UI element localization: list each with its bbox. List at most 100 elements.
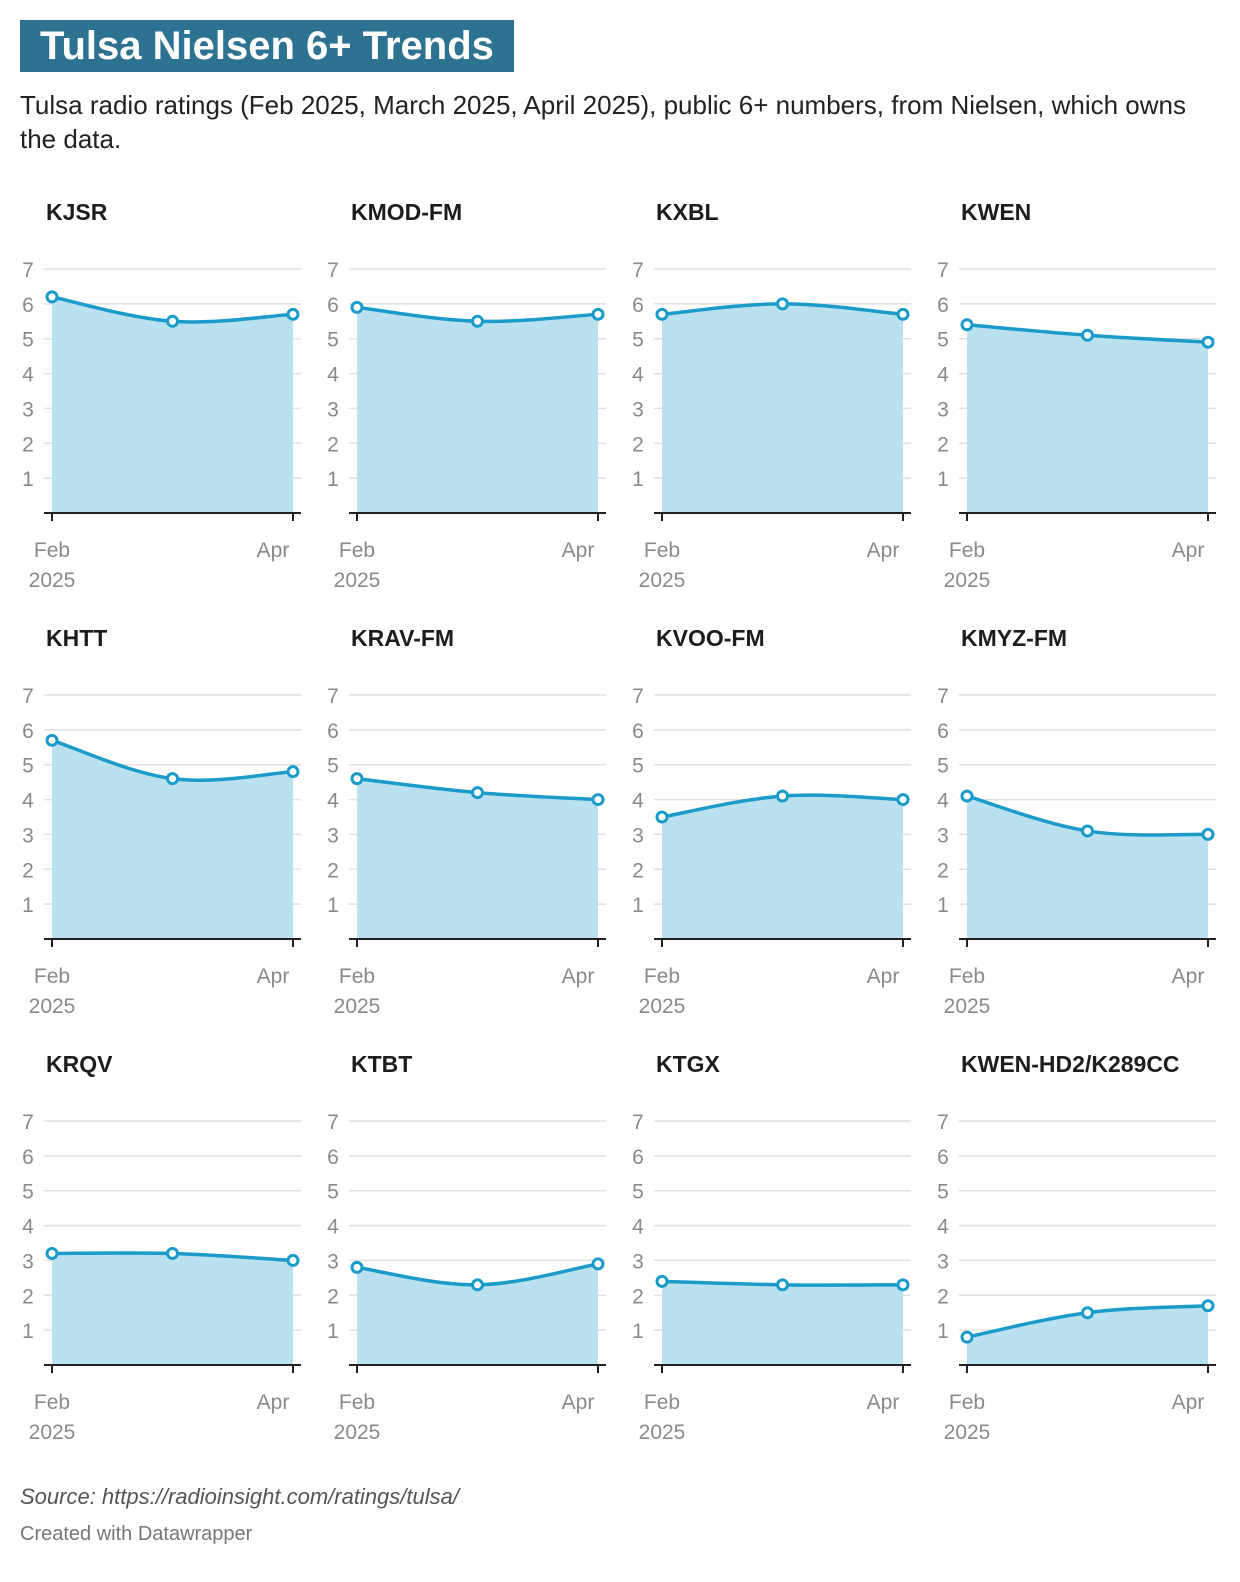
y-tick-label: 7 [327,259,339,282]
data-point-1 [655,307,669,321]
data-point-3 [591,307,605,321]
y-tick-label: 6 [632,720,644,743]
chart-title: KRQV [46,1051,113,1077]
y-tick-label: 3 [632,824,644,847]
data-point-3 [896,793,910,807]
data-point-1 [45,733,59,747]
page-subtitle: Tulsa radio ratings (Feb 2025, March 202… [20,90,1187,154]
y-tick-label: 4 [632,364,644,387]
y-tick-label: 4 [937,364,949,387]
y-tick-label: 6 [22,1146,34,1169]
small-chart-7: KVOO-FM 1 2 3 4 5 6 7 Feb 2025 Apr [632,625,911,1018]
data-point-1 [960,318,974,332]
y-tick-label: 3 [327,398,339,421]
x-tick-label-year: 2025 [944,995,991,1018]
data-point-1 [960,1330,974,1344]
data-point-2 [776,297,789,311]
series-area [662,303,903,513]
small-chart-3: KXBL 1 2 3 4 5 6 7 Feb 2025 Apr [632,199,911,592]
small-chart-4: KWEN 1 2 3 4 5 6 7 Feb 2025 Apr [937,199,1216,592]
y-tick-label: 6 [632,1146,644,1169]
y-tick-label: 7 [937,259,949,282]
data-point-2 [166,314,179,328]
x-tick-label-year: 2025 [639,569,686,592]
y-tick-label: 5 [22,1181,34,1204]
y-tick-label: 4 [632,790,644,813]
x-tick-label: Apr [257,539,290,562]
y-tick-label: 6 [937,294,949,317]
y-tick-label: 5 [632,755,644,778]
x-tick-label: Apr [867,539,900,562]
y-tick-label: 7 [937,1111,949,1134]
x-tick-label-year: 2025 [334,1421,381,1444]
y-tick-label: 2 [937,859,949,882]
data-point-3 [286,307,300,321]
x-tick-label: Feb [644,539,680,562]
y-tick-label: 6 [632,294,644,317]
y-tick-label: 7 [22,259,34,282]
data-point-3 [1201,1299,1215,1313]
data-point-1 [350,1260,364,1274]
small-chart-9: KRQV 1 2 3 4 5 6 7 Feb 2025 Apr [22,1051,301,1444]
data-point-3 [1201,827,1215,841]
data-point-1 [960,789,974,803]
y-tick-label: 3 [937,1250,949,1273]
y-tick-label: 2 [632,433,644,456]
chart-title: KTBT [351,1051,412,1077]
y-tick-label: 2 [632,1285,644,1308]
series-area [662,1281,903,1365]
y-tick-label: 7 [632,1111,644,1134]
data-point-3 [1201,335,1215,349]
y-tick-label: 1 [22,894,34,917]
series-area [357,778,598,939]
chart-title: KWEN [961,199,1031,225]
x-tick-label: Feb [34,1391,70,1414]
chart-title: KMYZ-FM [961,625,1067,651]
chart-title: KRAV-FM [351,625,454,651]
small-chart-2: KMOD-FM 1 2 3 4 5 6 7 Feb 2025 Apr [327,199,606,592]
y-tick-label: 3 [22,824,34,847]
x-tick-label: Apr [257,1391,290,1414]
y-tick-label: 7 [632,685,644,708]
x-tick-label: Feb [949,1391,985,1414]
y-tick-label: 4 [327,364,339,387]
y-tick-label: 2 [22,859,34,882]
x-tick-label: Feb [949,965,985,988]
x-tick-label: Apr [562,965,595,988]
data-point-2 [1081,1306,1094,1320]
y-tick-label: 1 [937,1320,949,1343]
series-area [357,307,598,513]
y-tick-label: 1 [327,1320,339,1343]
x-tick-label-year: 2025 [334,995,381,1018]
series-area [967,324,1208,513]
y-tick-label: 6 [22,294,34,317]
x-tick-label: Feb [949,539,985,562]
y-tick-label: 2 [327,859,339,882]
y-tick-label: 4 [327,1216,339,1239]
x-tick-label-year: 2025 [29,569,76,592]
series-area [52,740,293,939]
x-tick-label: Apr [1172,1391,1205,1414]
y-tick-label: 4 [937,1216,949,1239]
y-tick-label: 5 [632,329,644,352]
y-tick-label: 2 [22,1285,34,1308]
x-tick-label: Apr [867,1391,900,1414]
source-note: Source: https://radioinsight.com/ratings… [20,1484,459,1509]
y-tick-label: 5 [327,1181,339,1204]
data-point-2 [166,772,179,786]
x-tick-label: Feb [644,1391,680,1414]
y-tick-label: 3 [22,398,34,421]
y-tick-label: 4 [327,790,339,813]
data-point-1 [655,810,669,824]
y-tick-label: 4 [22,1216,34,1239]
y-tick-label: 6 [327,294,339,317]
credit-note: Created with Datawrapper [20,1523,253,1545]
x-tick-label: Apr [257,965,290,988]
y-tick-label: 5 [937,1181,949,1204]
data-point-3 [896,307,910,321]
x-tick-label: Feb [644,965,680,988]
y-tick-label: 3 [937,824,949,847]
x-tick-label: Apr [1172,965,1205,988]
y-tick-label: 6 [937,720,949,743]
data-point-2 [776,1278,789,1292]
